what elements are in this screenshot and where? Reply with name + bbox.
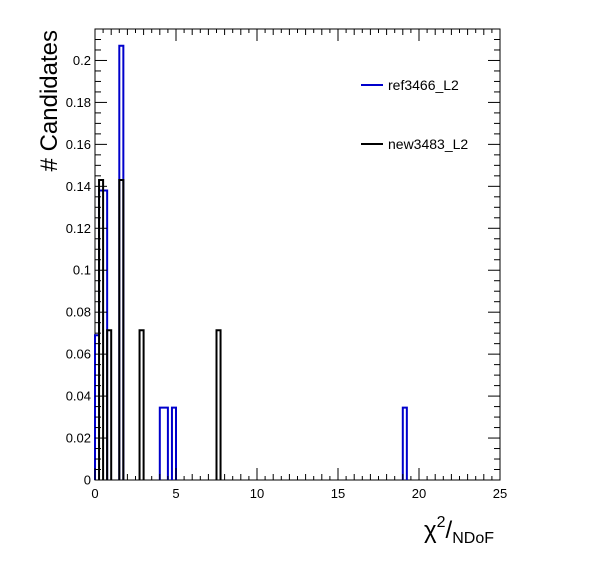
y-tick-label: 0.08 — [66, 305, 91, 320]
y-tick-label: 0.1 — [73, 263, 91, 278]
x-axis-title: χ2/NDoF — [424, 514, 494, 547]
y-tick-label: 0.16 — [66, 137, 91, 152]
series-1-bin-run-1 — [106, 329, 113, 480]
x-axis-title-slash: / — [446, 517, 453, 544]
x-tick-label: 0 — [91, 486, 98, 501]
y-axis-title: # Candidates — [36, 30, 63, 171]
y-axis-ticks: 0 0.02 0.04 0.06 0.08 0.1 0.12 0.14 0.16 0.18 0.2 — [66, 28, 500, 488]
y-tick-label: 0.2 — [73, 53, 91, 68]
x-tick-label: 15 — [331, 486, 345, 501]
series-1-bin-run-2 — [118, 179, 125, 480]
y-tick-label: 0.04 — [66, 389, 91, 404]
series-0-bin-run-3 — [170, 406, 177, 480]
y-tick-label: 0.12 — [66, 221, 91, 236]
x-axis-title-chi: χ — [424, 517, 437, 544]
series-0-bin-run-4 — [401, 406, 408, 480]
x-axis-title-sup: 2 — [437, 514, 446, 531]
series-1-bin-run-0 — [98, 179, 105, 480]
x-tick-label: 10 — [250, 486, 264, 501]
x-tick-label: 20 — [412, 486, 426, 501]
y-tick-label: 0.06 — [66, 347, 91, 362]
x-tick-label: 5 — [172, 486, 179, 501]
y-tick-label: 0.02 — [66, 431, 91, 446]
y-tick-label: 0 — [84, 473, 91, 488]
series-1-group — [98, 179, 222, 480]
legend-label-ref3466: ref3466_L2 — [388, 77, 459, 93]
series-layer — [94, 44, 408, 480]
y-tick-label: 0.18 — [66, 95, 91, 110]
series-1-bin-run-3 — [138, 329, 145, 480]
series-0-bin-run-2 — [158, 406, 169, 480]
x-axis-ticks: 0 5 10 15 20 25 — [91, 29, 507, 501]
series-1-bin-run-4 — [215, 329, 222, 480]
x-axis-title-sub: NDoF — [452, 530, 494, 547]
y-tick-label: 0.14 — [66, 179, 91, 194]
legend: ref3466_L2 new3483_L2 — [361, 77, 468, 152]
legend-label-new3483: new3483_L2 — [388, 136, 468, 152]
x-tick-label: 25 — [493, 486, 507, 501]
